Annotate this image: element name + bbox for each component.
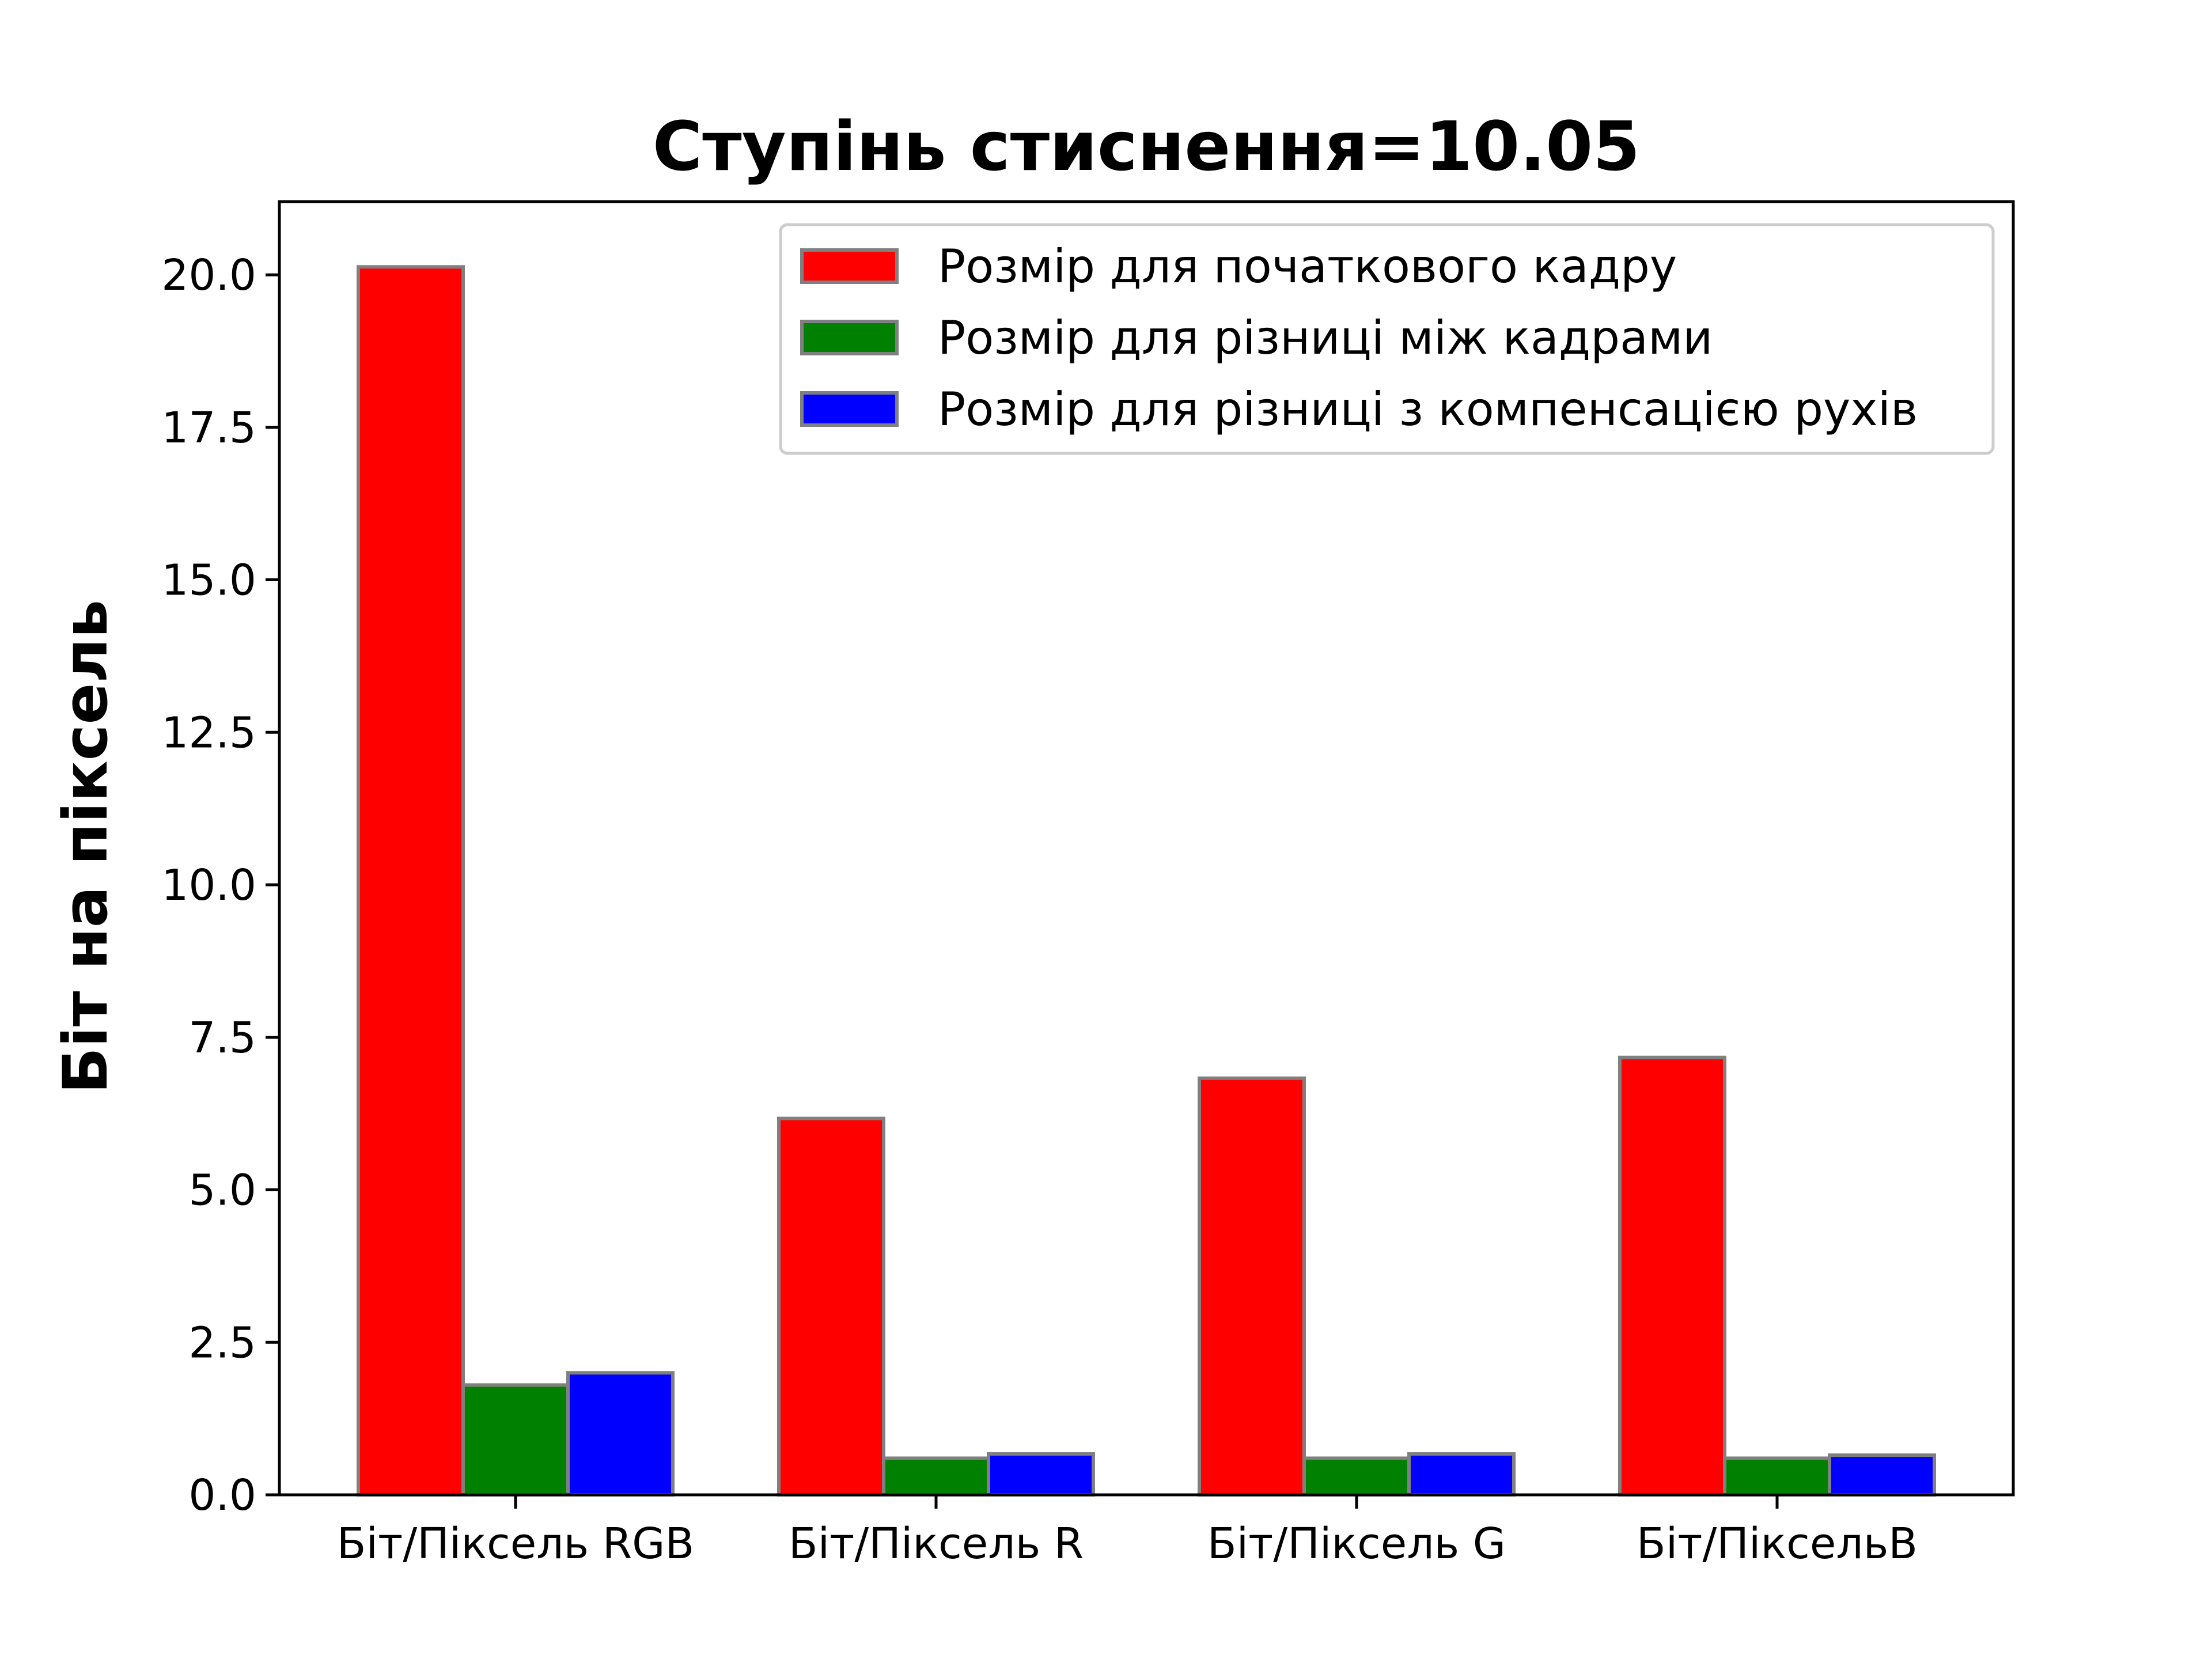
bar-1-4 bbox=[1618, 1055, 1726, 1497]
plot-area-frame bbox=[278, 200, 2015, 1497]
legend-label-2: Розмір для різниці між кадрами bbox=[938, 311, 1713, 365]
y-axis-label: Біт на піксель bbox=[50, 600, 121, 1094]
legend-swatch-2 bbox=[800, 320, 899, 355]
bar-1-3 bbox=[1198, 1076, 1306, 1497]
x-tick-label: Біт/Піксель G bbox=[1207, 1519, 1506, 1569]
bar-3-2 bbox=[987, 1452, 1095, 1497]
legend-swatch-1 bbox=[800, 248, 899, 284]
y-axis-ticks: 0.0 2.5 5.0 7.5 10.0 12.5 15.0 17.5 20.0 bbox=[161, 251, 279, 1520]
y-tick-label: 15.0 bbox=[161, 556, 256, 605]
bar-1-2 bbox=[777, 1116, 885, 1497]
y-tick-label: 10.0 bbox=[161, 861, 256, 910]
chart-title: Ступінь стиснення=10.05 bbox=[653, 107, 1641, 186]
legend-label-1: Розмір для початкового кадру bbox=[938, 240, 1677, 293]
bar-2-4 bbox=[1723, 1456, 1831, 1497]
x-tick-label: Біт/Піксель R bbox=[789, 1519, 1084, 1569]
x-axis-ticks: Біт/Піксель RGB Біт/Піксель R Біт/Піксель … bbox=[337, 1495, 1918, 1569]
bars-group bbox=[357, 265, 1936, 1497]
bar-3-1 bbox=[566, 1371, 675, 1497]
legend-box bbox=[779, 223, 1995, 455]
y-tick-label: 0.0 bbox=[188, 1471, 256, 1520]
bar-3-3 bbox=[1407, 1452, 1516, 1497]
y-tick-label: 7.5 bbox=[188, 1013, 256, 1063]
y-tick-label: 12.5 bbox=[161, 708, 256, 757]
legend-label-3: Розмір для різниці з компенсацією рухів bbox=[938, 382, 1918, 436]
bar-2-1 bbox=[461, 1383, 570, 1497]
legend: Розмір для початкового кадру Розмір для р… bbox=[779, 223, 1995, 455]
y-tick-label: 20.0 bbox=[161, 251, 256, 300]
bar-2-2 bbox=[882, 1456, 990, 1497]
x-tick-label: Біт/ПіксельB bbox=[1637, 1519, 1918, 1569]
y-tick-label: 5.0 bbox=[188, 1166, 256, 1215]
bar-3-4 bbox=[1828, 1453, 1936, 1497]
y-tick-label: 2.5 bbox=[188, 1318, 256, 1368]
y-tick-label: 17.5 bbox=[161, 403, 256, 453]
legend-swatch-3 bbox=[800, 391, 899, 427]
x-tick-label: Біт/Піксель RGB bbox=[337, 1519, 694, 1569]
bar-1-1 bbox=[357, 265, 465, 1497]
bar-2-3 bbox=[1302, 1456, 1411, 1497]
